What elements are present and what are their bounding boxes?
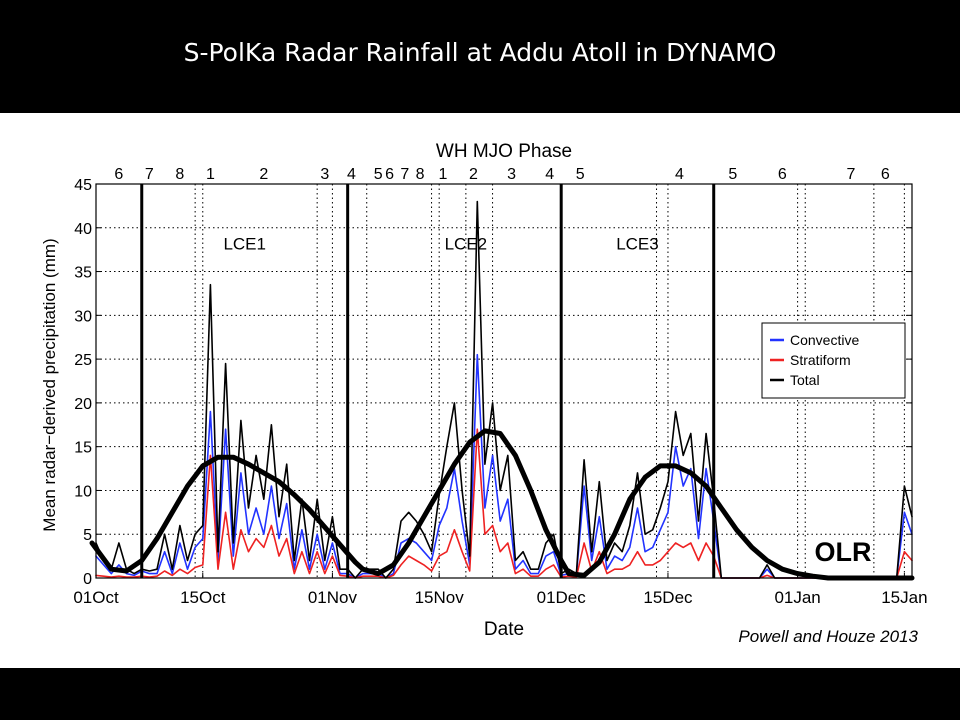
x-tick-label: 01Nov	[308, 588, 358, 607]
mjo-phase-label: 8	[416, 166, 425, 183]
slide-title: S-PolKa Radar Rainfall at Addu Atoll in …	[183, 38, 777, 67]
mjo-phase-label: 7	[145, 166, 154, 183]
x-tick-label: 01Jan	[774, 588, 820, 607]
mjo-phase-label: 5	[374, 166, 383, 183]
olr-annotation: OLR	[815, 537, 872, 567]
x-tick-label: 15Dec	[643, 588, 693, 607]
mjo-phase-label: 5	[728, 166, 737, 183]
y-tick-label: 45	[74, 177, 92, 194]
mjo-phase-label: 4	[675, 166, 684, 183]
y-tick-label: 10	[74, 483, 92, 500]
y-tick-label: 5	[83, 527, 92, 544]
y-tick-label: 30	[74, 308, 92, 325]
y-tick-label: 40	[74, 221, 92, 238]
mjo-phase-label: 4	[545, 166, 554, 183]
mjo-phase-label: 6	[114, 166, 123, 183]
mjo-phase-label: 3	[320, 166, 329, 183]
lce-label: LCE2	[445, 235, 488, 254]
x-tick-label: 15Nov	[415, 588, 465, 607]
y-tick-label: 25	[74, 352, 92, 369]
x-tick-label: 01Oct	[73, 588, 119, 607]
mjo-phase-label: 6	[881, 166, 890, 183]
x-tick-label: 15Jan	[881, 588, 927, 607]
y-tick-label: 35	[74, 265, 92, 282]
lce-label: LCE3	[616, 235, 659, 254]
legend-label: Convective	[790, 332, 859, 348]
mjo-phase-label: 7	[847, 166, 856, 183]
series-line-olr	[89, 428, 915, 581]
mjo-phase-label: 6	[385, 166, 394, 183]
y-tick-label: 0	[83, 571, 92, 588]
y-axis-title: Mean radar−derived precipitation (mm)	[40, 238, 59, 531]
figure-panel: 0 5 10 15 20 25 30 35 40 45 01Oct 15Oct 01Nov 15Nov 01…	[0, 113, 960, 668]
citation: Powell and Houze 2013	[738, 627, 918, 646]
mjo-phase-label: 5	[576, 166, 585, 183]
legend-label: Total	[790, 372, 820, 388]
x-tick-label: 15Oct	[180, 588, 226, 607]
x-axis-title: Date	[484, 619, 524, 640]
top-axis-title: WH MJO Phase	[436, 141, 572, 162]
y-tick-label: 20	[74, 396, 92, 413]
mjo-phase-label: 3	[507, 166, 516, 183]
legend-box	[761, 322, 906, 399]
legend-label: Stratiform	[790, 352, 851, 368]
plot-frame	[95, 183, 913, 579]
mjo-phase-label: 8	[175, 166, 184, 183]
mjo-phase-label: 4	[347, 166, 356, 183]
mjo-phase-label: 2	[469, 166, 478, 183]
x-tick-label: 01Dec	[537, 588, 587, 607]
mjo-phase-label: 7	[400, 166, 409, 183]
mjo-phase-label: 6	[778, 166, 787, 183]
lce-label: LCE1	[223, 235, 266, 254]
mjo-phase-label: 2	[259, 166, 268, 183]
y-tick-label: 15	[74, 440, 92, 457]
mjo-phase-label: 1	[439, 166, 448, 183]
mjo-phase-label: 1	[206, 166, 215, 183]
